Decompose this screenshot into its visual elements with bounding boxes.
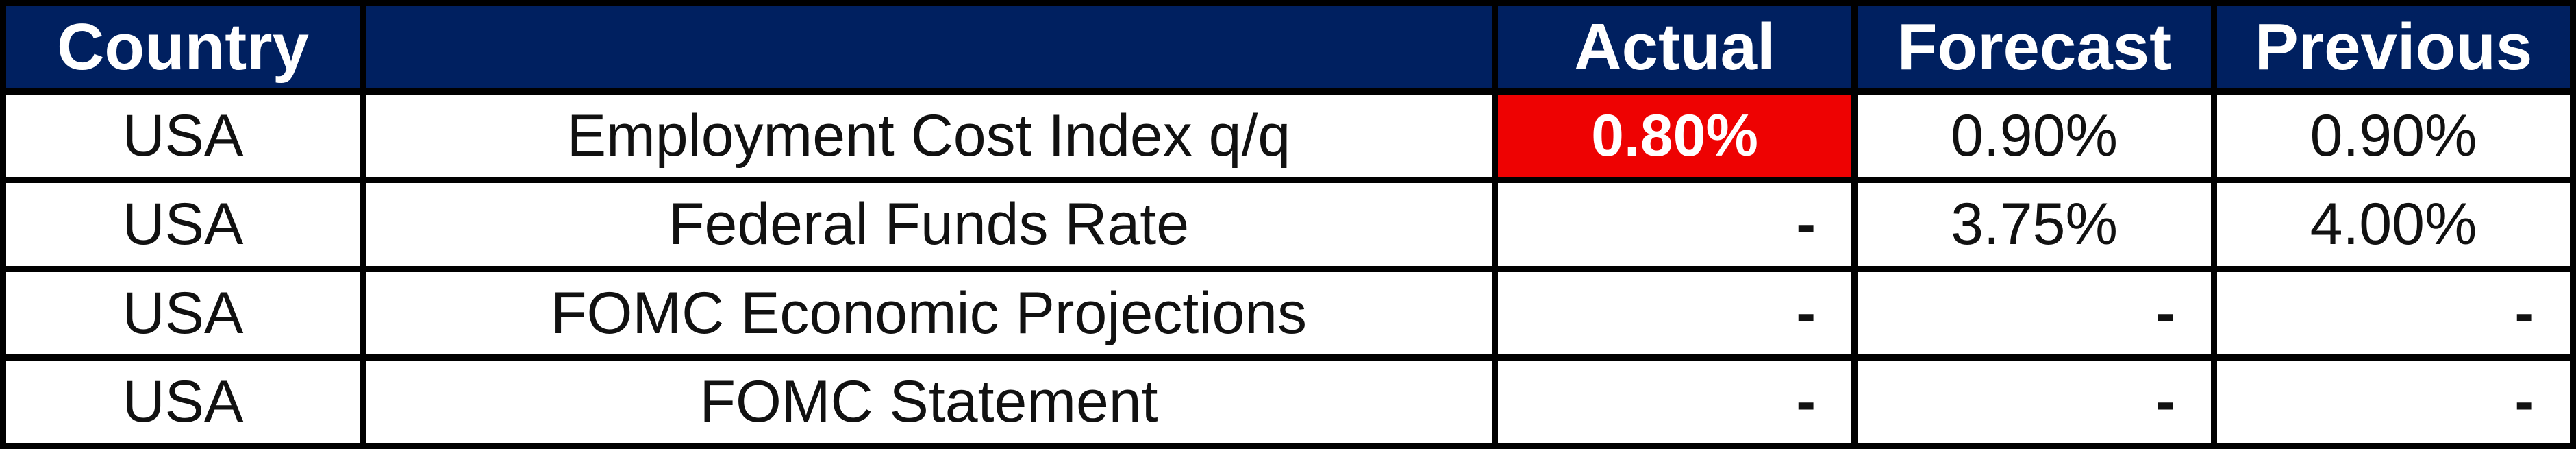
cell-forecast: 0.90% xyxy=(1858,95,2211,178)
cell-event: FOMC Statement xyxy=(366,360,1492,443)
cell-previous-empty: - xyxy=(2217,271,2570,354)
cell-country: USA xyxy=(6,360,360,443)
cell-country: USA xyxy=(6,183,360,266)
cell-event: FOMC Economic Projections xyxy=(366,271,1492,354)
cell-previous: 0.90% xyxy=(2217,95,2570,178)
cell-actual-highlighted: 0.80% xyxy=(1498,95,1851,178)
header-actual: Actual xyxy=(1498,6,1851,89)
cell-previous-empty: - xyxy=(2217,360,2570,443)
cell-event: Federal Funds Rate xyxy=(366,183,1492,266)
cell-forecast: 3.75% xyxy=(1858,183,2211,266)
header-event xyxy=(366,6,1492,89)
cell-actual-empty: - xyxy=(1498,360,1851,443)
cell-previous: 4.00% xyxy=(2217,183,2570,266)
cell-country: USA xyxy=(6,271,360,354)
cell-country: USA xyxy=(6,95,360,178)
header-country: Country xyxy=(6,6,360,89)
cell-forecast-empty: - xyxy=(1858,271,2211,354)
cell-forecast-empty: - xyxy=(1858,360,2211,443)
cell-actual-empty: - xyxy=(1498,271,1851,354)
header-previous: Previous xyxy=(2217,6,2570,89)
cell-actual-empty: - xyxy=(1498,183,1851,266)
cell-event: Employment Cost Index q/q xyxy=(366,95,1492,178)
header-forecast: Forecast xyxy=(1858,6,2211,89)
